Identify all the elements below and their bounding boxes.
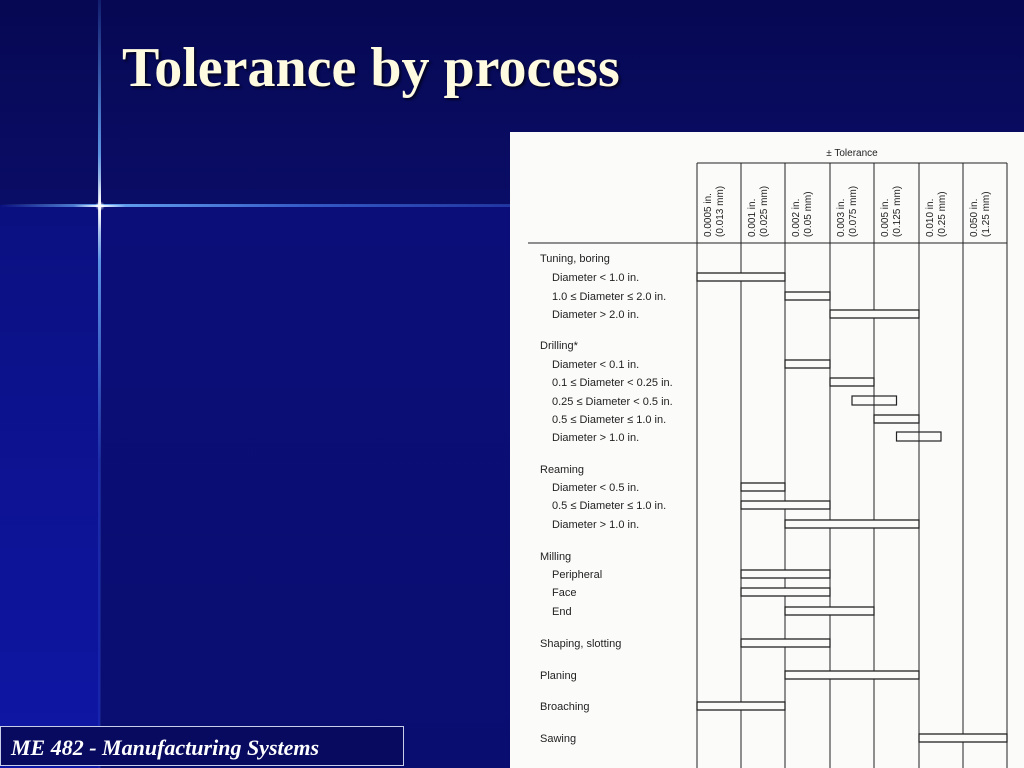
column-header: 0.003 in. (0.075 mm) [836,186,859,237]
column-header-mm: (1.25 mm) [981,191,992,237]
footer-text: ME 482 - Manufacturing Systems [11,735,320,760]
row-sublabel: Diameter < 0.1 in. [552,359,639,371]
column-header-mm: (0.25 mm) [937,191,948,237]
row-label: Shaping, slotting [540,638,621,650]
tolerance-bar [696,701,786,711]
column-header-inch: 0.050 in. [969,199,980,237]
tolerance-table: ± Tolerance 0.0005 in. (0.013 mm) 0.001 in.… [528,148,1008,768]
row-sublabel: 0.5 ≤ Diameter ≤ 1.0 in. [552,500,666,512]
column-header-inch: 0.0005 in. [703,193,714,237]
tolerance-bar [829,377,875,387]
row-sublabel: End [552,606,572,618]
tolerance-bar [740,569,831,579]
tolerance-bar [696,272,786,282]
row-label: Tuning, boring [540,253,610,265]
tolerance-bar [918,733,1008,743]
column-header: 0.002 in. (0.05 mm) [791,191,814,237]
column-header-mm: (0.025 mm) [759,186,770,237]
tolerance-header: ± Tolerance [826,148,878,159]
row-sublabel: Peripheral [552,569,602,581]
tolerance-bar [873,414,920,424]
row-sublabel: Diameter < 1.0 in. [552,272,639,284]
column-header: 0.0005 in. (0.013 mm) [703,186,726,237]
row-sublabel: Diameter > 1.0 in. [552,432,639,444]
column-header: 0.005 in. (0.125 mm) [880,186,903,237]
column-header: 0.001 in. (0.025 mm) [747,186,770,237]
column-header: 0.050 in. (1.25 mm) [969,191,992,237]
row-sublabel: Diameter > 1.0 in. [552,519,639,531]
tolerance-bar [784,519,920,529]
column-header-inch: 0.002 in. [791,199,802,237]
row-sublabel: 0.1 ≤ Diameter < 0.25 in. [552,377,673,389]
tolerance-bar [895,431,942,442]
tolerance-bar [740,482,786,492]
row-sublabel: Diameter < 0.5 in. [552,482,639,494]
row-label: Sawing [540,733,576,745]
tolerance-bar [740,587,831,597]
column-header-inch: 0.003 in. [836,199,847,237]
tolerance-bar [784,359,831,369]
row-sublabel: 0.5 ≤ Diameter ≤ 1.0 in. [552,414,666,426]
tolerance-bar [851,395,898,406]
row-label: Broaching [540,701,590,713]
row-sublabel: Diameter > 2.0 in. [552,309,639,321]
column-header-mm: (0.013 mm) [715,186,726,237]
tolerance-bar [784,670,920,680]
vertical-accent-line [98,0,101,768]
column-header: 0.010 in. (0.25 mm) [925,191,948,237]
sparkle-icon [74,180,126,232]
tolerance-bar [784,291,831,301]
tolerance-bar [829,309,920,319]
column-header-inch: 0.010 in. [925,199,936,237]
tolerance-bar [784,606,875,616]
footer-box: ME 482 - Manufacturing Systems [0,726,404,766]
row-sublabel: 0.25 ≤ Diameter < 0.5 in. [552,396,673,408]
tolerance-bar [740,638,831,648]
background-left-panel [0,205,100,768]
row-label: Reaming [540,464,584,476]
row-label: Planing [540,670,577,682]
row-sublabel: Face [552,587,576,599]
column-header-mm: (0.125 mm) [892,186,903,237]
column-header-inch: 0.005 in. [880,199,891,237]
column-header-inch: 0.001 in. [747,199,758,237]
tolerance-bar [740,500,831,510]
column-header-mm: (0.05 mm) [803,191,814,237]
row-sublabel: 1.0 ≤ Diameter ≤ 2.0 in. [552,291,666,303]
row-label: Milling [540,551,571,563]
slide-title: Tolerance by process [122,37,620,99]
row-label: Drilling* [540,340,579,352]
column-header-mm: (0.075 mm) [848,186,859,237]
tolerance-table-image: ± Tolerance 0.0005 in. (0.013 mm) 0.001 in.… [510,132,1024,768]
